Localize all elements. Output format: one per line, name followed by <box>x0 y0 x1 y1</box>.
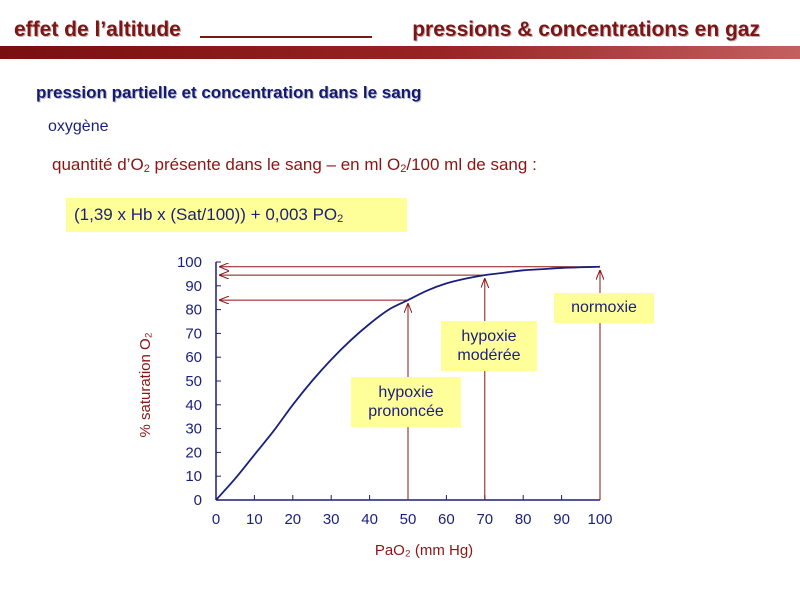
y-tick-label-9: 90 <box>185 278 202 295</box>
formula-text: (1,39 x Hb x (Sat/100)) + 0,003 PO <box>74 205 338 224</box>
x-tick-label-9: 90 <box>553 511 570 528</box>
x-axis-title: PaO₂ (mm Hg) <box>375 542 473 559</box>
saturation-curve-0 <box>215 265 601 501</box>
section-label: oxygène <box>48 118 109 135</box>
y-tick-label-0: 0 <box>194 492 202 509</box>
header-underline <box>200 36 372 38</box>
label-moderee-line1: hypoxie <box>461 328 517 345</box>
y-tick-label-2: 20 <box>185 444 202 461</box>
y-tick-label-8: 80 <box>185 302 202 319</box>
chart-axes: 0 10 20 30 40 50 60 70 80 90 100 0 10 20 30 40 50 60 70 80 9… <box>137 254 613 559</box>
header-title-right: pressions & concentrations en gaz <box>412 18 760 41</box>
quantity-sub-2: 2 <box>400 163 407 175</box>
x-tick-label-0: 0 <box>212 511 220 528</box>
y-tick-label-10: 100 <box>177 254 202 271</box>
label-moderee-line2: modérée <box>457 347 521 364</box>
formula-box: (1,39 x Hb x (Sat/100)) + 0,003 PO2 <box>66 198 407 232</box>
quantity-text-1: quantité d’O <box>52 155 144 174</box>
quantity-sub-1: 2 <box>143 163 150 175</box>
header-bar <box>0 46 800 59</box>
quantity-line: quantité d’O2 présente dans le sang – en… <box>52 155 537 175</box>
x-tick-label-10: 100 <box>587 511 612 528</box>
label-prononcee-line2: prononcée <box>368 403 444 420</box>
x-tick-label-7: 70 <box>476 511 493 528</box>
label-hypoxie-prononcee: hypoxie prononcée <box>351 377 461 427</box>
y-tick-label-1: 10 <box>185 468 202 485</box>
label-prononcee-line1: hypoxie <box>378 384 434 401</box>
label-normoxie: normoxie <box>554 293 654 323</box>
y-tick-label-7: 70 <box>185 325 202 342</box>
x-tick-label-5: 50 <box>400 511 417 528</box>
label-hypoxie-moderee: hypoxie modérée <box>441 321 537 371</box>
x-tick-label-1: 10 <box>246 511 263 528</box>
y-tick-label-5: 50 <box>185 373 202 390</box>
quantity-text-3: /100 ml de sang : <box>406 155 537 174</box>
curve-layer <box>215 265 601 501</box>
y-axis-title: % saturation O₂ <box>137 332 154 437</box>
x-tick-label-4: 40 <box>361 511 378 528</box>
y-tick-label-3: 30 <box>185 421 202 438</box>
quantity-text-2: présente dans le sang – en ml O <box>149 155 401 174</box>
x-tick-label-6: 60 <box>438 511 455 528</box>
header-title-left: effet de l’altitude <box>14 18 181 41</box>
x-tick-label-3: 30 <box>323 511 340 528</box>
x-tick-label-2: 20 <box>284 511 301 528</box>
x-tick-label-8: 80 <box>515 511 532 528</box>
subtitle: pression partielle et concentration dans… <box>36 83 422 102</box>
label-normoxie-text: normoxie <box>571 299 637 316</box>
formula-sub: 2 <box>337 213 344 225</box>
y-tick-label-4: 40 <box>185 397 202 414</box>
y-tick-label-6: 60 <box>185 349 202 366</box>
